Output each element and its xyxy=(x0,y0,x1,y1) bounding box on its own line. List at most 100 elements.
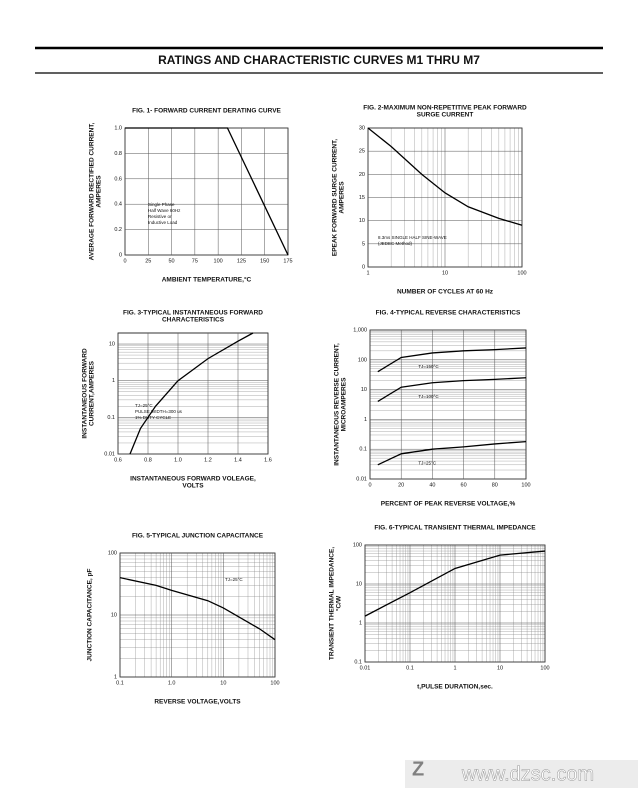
y-tick-label: 1 xyxy=(364,417,367,423)
y-tick-label: 10 xyxy=(356,581,362,587)
y-tick-label: 100 xyxy=(353,542,362,548)
y-tick-label: 0.01 xyxy=(356,476,367,482)
data-line xyxy=(119,577,276,641)
y-tick-label: 0.2 xyxy=(114,227,122,233)
y-axis-label: °C/W xyxy=(335,595,343,611)
y-tick-label: 10 xyxy=(109,341,115,347)
chart-title: FIG. 1- FORWARD CURRENT DERATING CURVE xyxy=(132,108,281,115)
x-tick-label: 1 xyxy=(366,270,369,276)
y-tick-label: 10 xyxy=(359,218,365,224)
data-line xyxy=(129,332,254,455)
y-tick-label: 100 xyxy=(358,357,367,363)
y-axis-label: AMPERES xyxy=(96,175,103,208)
x-tick-label: 175 xyxy=(283,258,292,264)
x-tick-label: 0.1 xyxy=(116,680,124,686)
y-axis-label: AVERAGE FORWARD RECTIFIED CURRENT, xyxy=(89,122,96,260)
x-tick-label: 80 xyxy=(492,482,498,488)
y-tick-label: 0.8 xyxy=(114,151,122,157)
y-tick-label: 10 xyxy=(361,387,367,393)
y-tick-label: 0.01 xyxy=(104,451,115,457)
chart-title: FIG. 2-MAXIMUM NON-REPETITIVE PEAK FORWA… xyxy=(363,105,527,112)
y-tick-label: 1,000 xyxy=(353,327,367,333)
x-axis-label: INSTANTANEOUS FORWARD VOLEAGE, xyxy=(130,476,256,483)
y-axis-label: JUNCTION CAPACITANCE, pF xyxy=(87,569,94,662)
x-tick-label: 75 xyxy=(192,258,198,264)
x-tick-label: 10 xyxy=(497,665,503,671)
x-tick-label: 0.01 xyxy=(360,665,371,671)
x-tick-label: 100 xyxy=(214,258,223,264)
x-tick-label: 100 xyxy=(517,270,526,276)
x-tick-label: 40 xyxy=(429,482,435,488)
y-tick-label: 10 xyxy=(111,612,117,618)
x-tick-label: 60 xyxy=(461,482,467,488)
data-line xyxy=(367,127,523,226)
x-tick-label: 1.0 xyxy=(174,457,182,463)
data-line xyxy=(364,550,546,617)
y-axis-label: AMPERES xyxy=(339,181,346,214)
x-tick-label: 125 xyxy=(237,258,246,264)
x-tick-label: 0.1 xyxy=(406,665,414,671)
annotation: Half Wave 60Hz xyxy=(148,208,181,213)
annotation: Inductive Load xyxy=(148,220,178,225)
y-axis-label: CURRENT,AMPERES xyxy=(89,360,96,426)
annotation: (JEDEC Method) xyxy=(378,241,413,246)
y-tick-label: 0.1 xyxy=(107,415,115,421)
y-tick-label: 100 xyxy=(108,550,117,556)
x-tick-label: 10 xyxy=(442,270,448,276)
y-tick-label: 15 xyxy=(359,195,365,201)
series-label: TJ=100°C xyxy=(418,394,439,399)
x-tick-label: 100 xyxy=(540,665,549,671)
chart-title: FIG. 3-TYPICAL INSTANTANEOUS FORWARD xyxy=(123,310,263,317)
x-tick-label: 1.4 xyxy=(234,457,242,463)
x-axis-label: NUMBER OF CYCLES AT 60 Hz xyxy=(397,289,494,296)
watermark-band xyxy=(405,760,638,788)
chart-title: FIG. 6-TYPICAL TRANSIENT THERMAL IMPEDAN… xyxy=(374,525,536,532)
x-tick-label: 150 xyxy=(260,258,269,264)
x-tick-label: 1 xyxy=(453,665,456,671)
x-axis-label: REVERSE VOLTAGE,VOLTS xyxy=(154,699,241,706)
chart-title: SURGE CURRENT xyxy=(417,112,474,119)
x-tick-label: 100 xyxy=(521,482,530,488)
y-tick-label: 1 xyxy=(114,674,117,680)
data-line xyxy=(377,377,527,403)
annotation: PULSE WIDTH=300 us xyxy=(135,409,183,414)
y-tick-label: 1 xyxy=(359,620,362,626)
y-tick-label: 20 xyxy=(359,172,365,178)
data-line xyxy=(377,347,527,373)
x-axis-label: PERCENT OF PEAK REVERSE VOLTAGE,% xyxy=(381,501,516,508)
y-tick-label: 1.0 xyxy=(114,125,122,131)
y-tick-label: 5 xyxy=(362,241,365,247)
y-tick-label: 0.6 xyxy=(114,176,122,182)
y-axis-label: TRANSIENT THERMAL IMPEDANCE, xyxy=(329,547,336,660)
x-tick-label: 1.6 xyxy=(264,457,272,463)
x-tick-label: 0 xyxy=(123,258,126,264)
data-line xyxy=(377,440,527,466)
x-tick-label: 1.2 xyxy=(204,457,212,463)
x-axis-label: t,PULSE DURATION,sec. xyxy=(417,684,493,691)
x-axis-label: VOLTS xyxy=(182,483,204,490)
y-axis-label: INSTANTANEOUS FORWARD xyxy=(82,348,89,439)
data-line xyxy=(125,127,289,256)
y-axis-label: MICROAMPERES xyxy=(341,377,348,431)
page-title: RATINGS AND CHARACTERISTIC CURVES M1 THR… xyxy=(158,53,480,67)
y-axis-label: INSTANTANEOUS REVERSE CURRENT, xyxy=(334,343,341,466)
x-tick-label: 0.8 xyxy=(144,457,152,463)
annotation: TJ=25°C xyxy=(225,577,243,582)
annotation: 8.3ms SINGLE HALF SINE-WAVE xyxy=(378,235,447,240)
x-tick-label: 20 xyxy=(398,482,404,488)
annotation: Single Phase xyxy=(148,202,175,207)
chart-title: CHARACTERISTICS xyxy=(162,317,225,324)
x-tick-label: 25 xyxy=(145,258,151,264)
chart-title: FIG. 4-TYPICAL REVERSE CHARACTERISTICS xyxy=(376,310,521,317)
x-tick-label: 10 xyxy=(220,680,226,686)
y-axis-label: EPEAK FORWARD SURGE CURRENT, xyxy=(332,139,339,256)
y-tick-label: 0 xyxy=(362,264,365,270)
x-tick-label: 50 xyxy=(169,258,175,264)
x-tick-label: 0.6 xyxy=(114,457,122,463)
annotation: Resistive or xyxy=(148,214,172,219)
series-label: TJ=150°C xyxy=(418,364,439,369)
y-tick-label: 0.1 xyxy=(354,659,362,665)
y-tick-label: 25 xyxy=(359,149,365,155)
